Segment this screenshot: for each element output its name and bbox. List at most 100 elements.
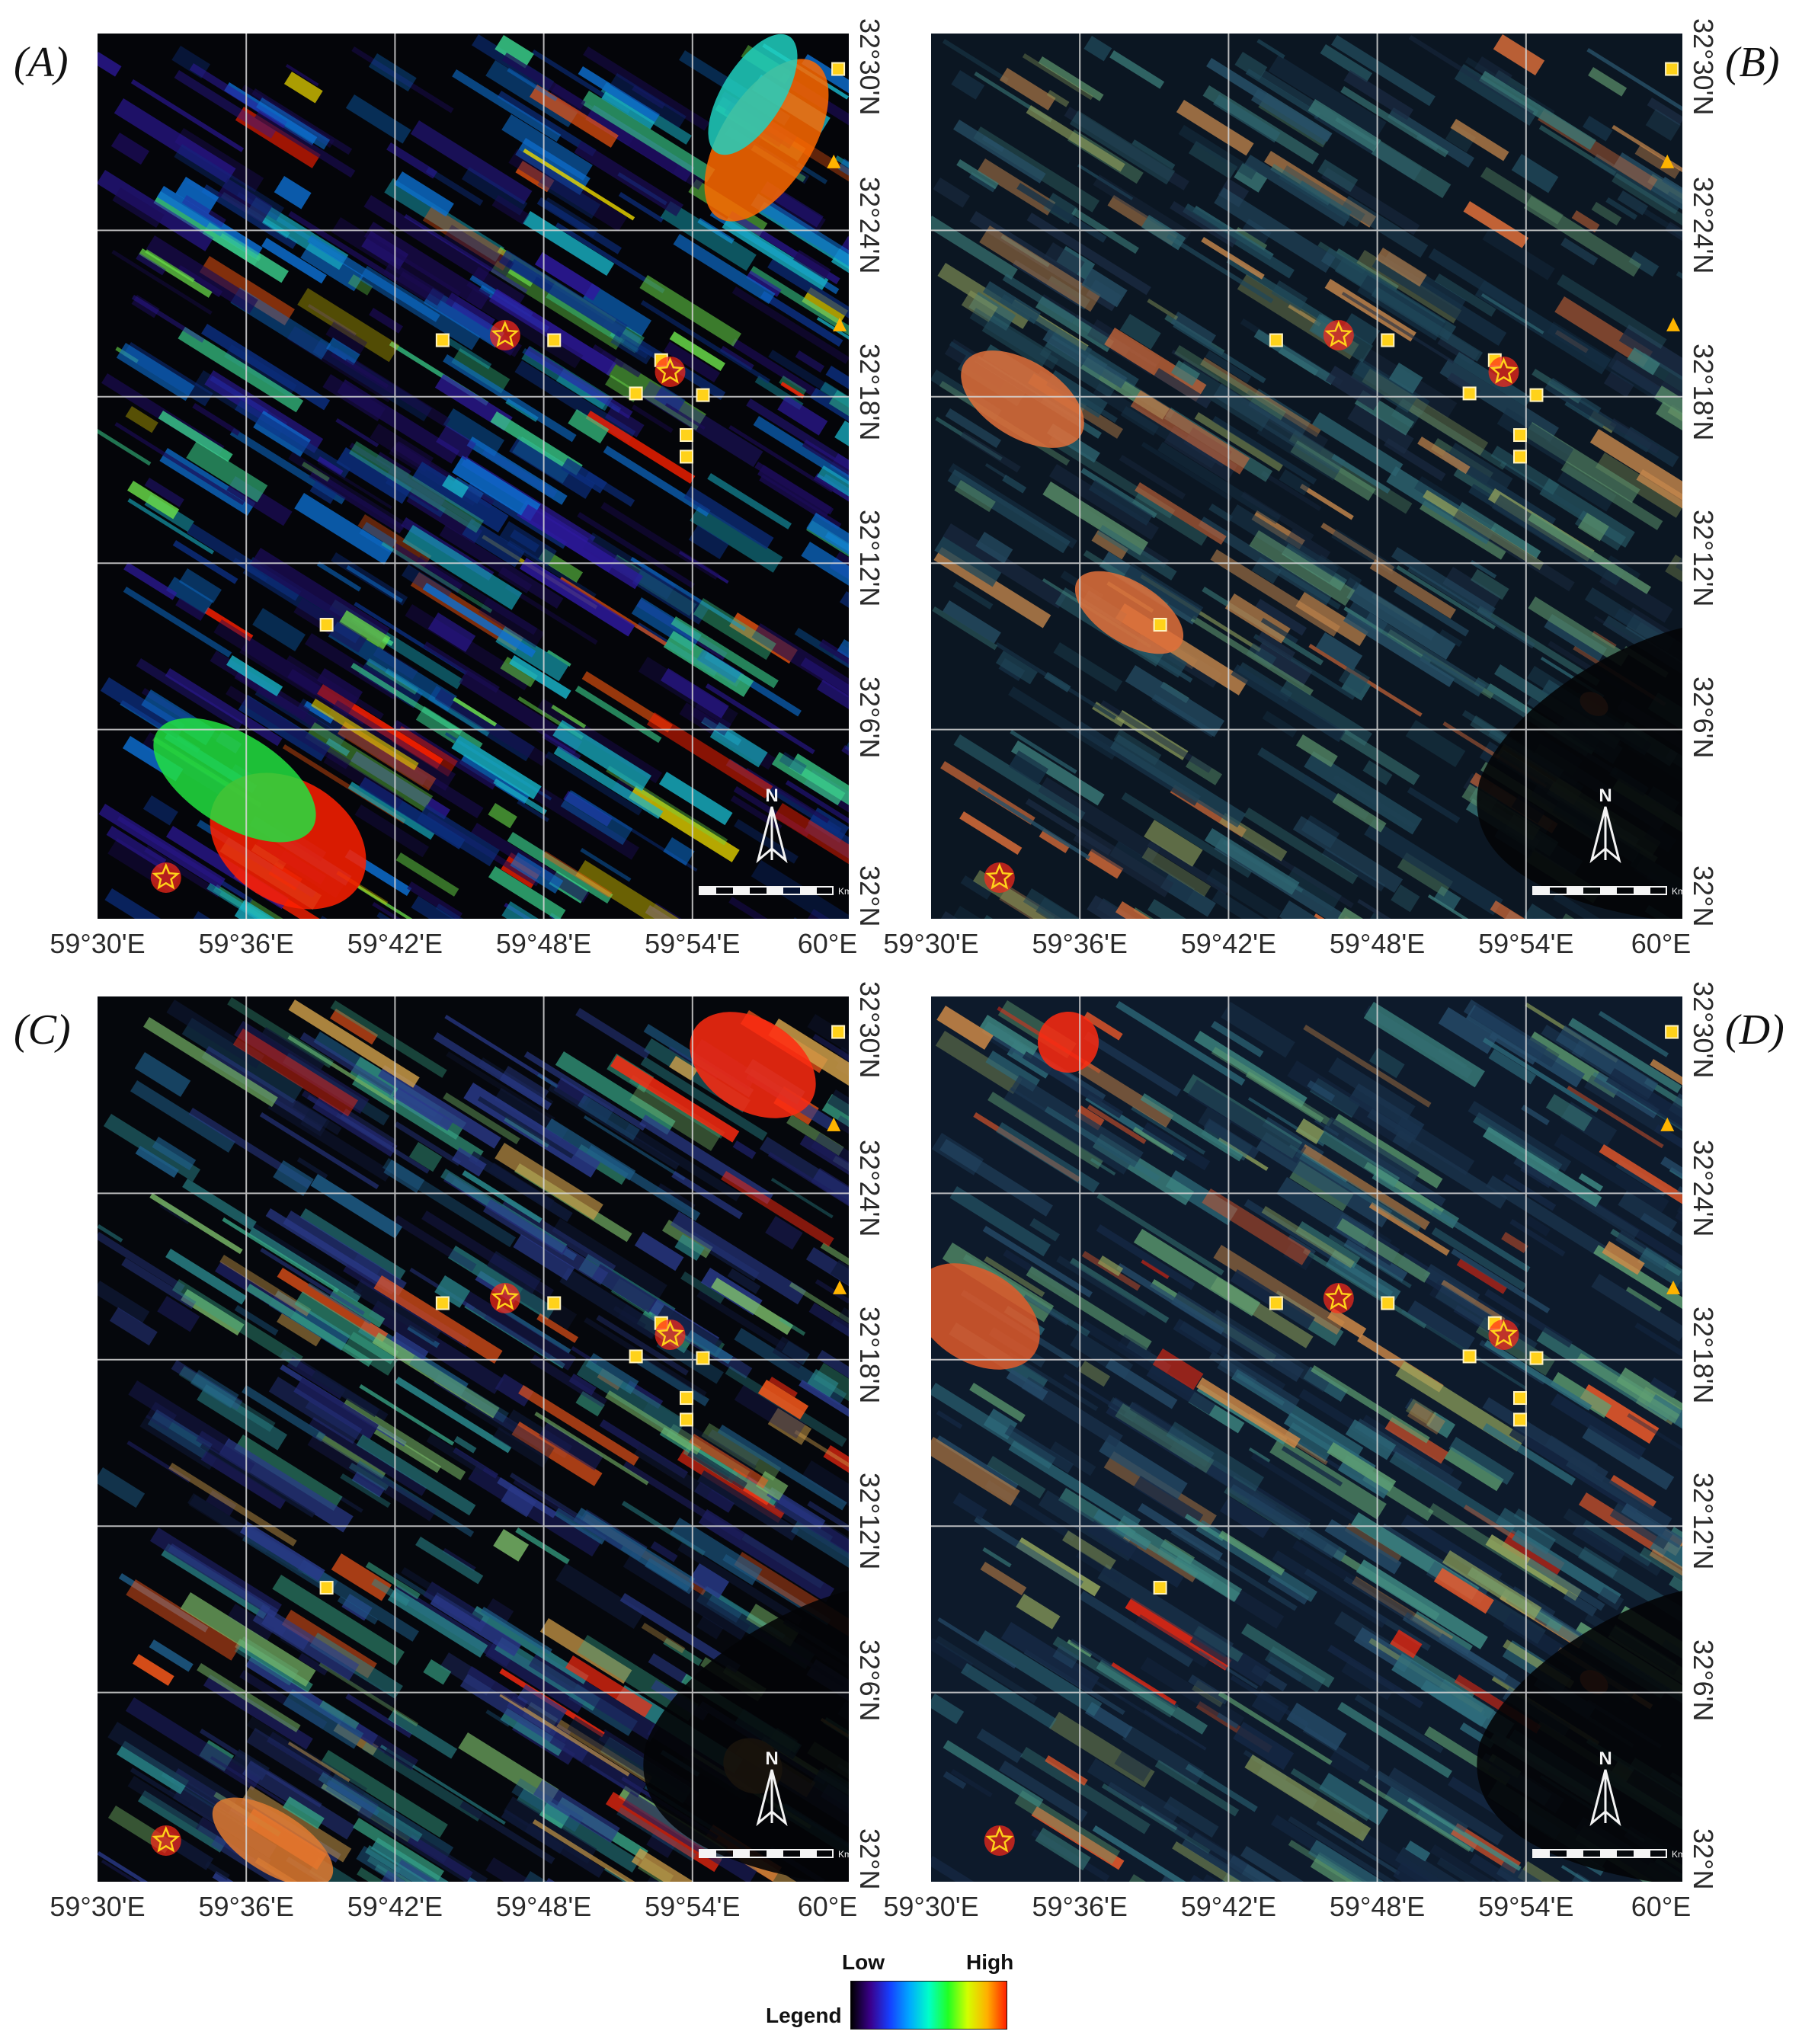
square-marker	[435, 333, 450, 347]
square-marker	[547, 1296, 562, 1310]
square-marker	[1512, 1391, 1527, 1406]
svg-text:N: N	[1599, 1748, 1612, 1769]
graticule	[931, 996, 1682, 1882]
svg-text:N: N	[765, 785, 778, 806]
longitude-label: 59°36'E	[198, 928, 294, 959]
longitude-label: 59°30'E	[50, 1891, 146, 1922]
longitude-label: 59°36'E	[198, 1891, 294, 1922]
square-marker	[1381, 1296, 1395, 1310]
svg-text:Km: Km	[838, 886, 849, 897]
longitude-label: 59°30'E	[50, 928, 146, 959]
longitude-label: 59°54'E	[1478, 928, 1574, 959]
latitude-label: 32°24'N	[854, 1140, 885, 1237]
square-marker	[679, 449, 693, 464]
longitude-label: 59°54'E	[1478, 1891, 1574, 1922]
square-marker	[1512, 428, 1527, 443]
longitude-label: 59°48'E	[495, 928, 592, 959]
latitude-label: 32°12'N	[854, 1473, 885, 1570]
triangle-marker	[833, 1280, 847, 1294]
square-marker	[1462, 386, 1477, 401]
star-marker	[1488, 357, 1519, 388]
panel-label: (B)	[1725, 39, 1780, 86]
square-marker	[1512, 449, 1527, 464]
longitude-label: 59°48'E	[1329, 1891, 1426, 1922]
star-marker	[489, 319, 520, 350]
square-marker	[319, 1581, 334, 1595]
square-marker	[1269, 333, 1283, 347]
longitude-label: 59°30'E	[883, 1891, 979, 1922]
map-raster: N Km	[931, 996, 1682, 1882]
square-marker	[1153, 618, 1167, 632]
panel-label: (D)	[1725, 1006, 1784, 1054]
svg-text:Km: Km	[1672, 886, 1682, 897]
square-marker	[1665, 1025, 1679, 1039]
star-marker	[150, 862, 181, 893]
svg-text:Km: Km	[1672, 1849, 1682, 1860]
latitude-label: 32°18'N	[854, 1306, 885, 1404]
longitude-label: 59°42'E	[347, 1891, 443, 1922]
scale-bar: Km	[1532, 886, 1682, 897]
latitude-label: 32°N	[1688, 1828, 1719, 1890]
triangle-marker	[1666, 317, 1681, 331]
longitude-label: 59°30'E	[883, 928, 979, 959]
latitude-label: 32°30'N	[854, 18, 885, 116]
latitude-label: 32°N	[854, 865, 885, 927]
triangle-marker	[827, 154, 841, 168]
star-marker	[1488, 1319, 1519, 1351]
triangle-marker	[827, 1117, 841, 1131]
longitude-label: 60°E	[1631, 928, 1692, 959]
star-marker	[655, 357, 686, 388]
longitude-label: 59°54'E	[645, 1891, 741, 1922]
longitude-label: 59°42'E	[1180, 1891, 1277, 1922]
square-marker	[547, 333, 562, 347]
latitude-label: 32°24'N	[854, 177, 885, 274]
north-arrow-icon: N	[756, 1748, 788, 1827]
map-raster: N Km	[98, 34, 849, 919]
latitude-label: 32°6'N	[854, 1639, 885, 1721]
longitude-label: 60°E	[1631, 1891, 1692, 1922]
panel-label: (A)	[14, 39, 69, 86]
latitude-label: 32°18'N	[854, 343, 885, 441]
map-raster: N Km	[98, 996, 849, 1882]
graticule	[98, 34, 849, 919]
longitude-label: 59°42'E	[1180, 928, 1277, 959]
latitude-label: 32°6'N	[854, 676, 885, 758]
square-marker	[679, 1412, 693, 1427]
legend-high-label: High	[966, 1950, 1014, 1974]
star-marker	[489, 1282, 520, 1313]
latitude-label: 32°30'N	[1688, 981, 1719, 1079]
scale-bar: Km	[699, 1849, 849, 1860]
svg-text:Km: Km	[838, 1849, 849, 1860]
square-marker	[435, 1296, 450, 1310]
square-marker	[679, 1391, 693, 1406]
legend-low-label: Low	[842, 1950, 885, 1974]
north-arrow-icon: N	[1589, 1748, 1621, 1827]
square-marker	[1665, 62, 1679, 76]
latitude-label: 32°N	[854, 1828, 885, 1890]
map-image: N Km	[98, 34, 849, 919]
square-marker	[1529, 388, 1544, 402]
latitude-label: 32°12'N	[1688, 1473, 1719, 1570]
latitude-label: 32°12'N	[1688, 510, 1719, 607]
star-marker	[655, 1319, 686, 1351]
latitude-label: 32°24'N	[1688, 1140, 1719, 1237]
map-image: N Km	[931, 996, 1682, 1882]
square-marker	[831, 1025, 846, 1039]
star-marker	[1323, 319, 1354, 350]
square-marker	[629, 386, 643, 401]
square-marker	[319, 618, 334, 632]
triangle-marker	[1666, 1280, 1681, 1294]
legend-color-ramp	[850, 1981, 1007, 2030]
star-marker	[150, 1825, 181, 1856]
square-marker	[1512, 1412, 1527, 1427]
scale-bar: Km	[1532, 1849, 1682, 1860]
latitude-label: 32°18'N	[1688, 343, 1719, 441]
svg-text:N: N	[1599, 785, 1612, 806]
longitude-label: 59°36'E	[1032, 1891, 1128, 1922]
latitude-label: 32°30'N	[1688, 18, 1719, 116]
triangle-marker	[1660, 1117, 1675, 1131]
svg-text:N: N	[765, 1748, 778, 1769]
north-arrow-icon: N	[1589, 785, 1621, 864]
graticule	[98, 996, 849, 1882]
longitude-label: 59°54'E	[645, 928, 741, 959]
